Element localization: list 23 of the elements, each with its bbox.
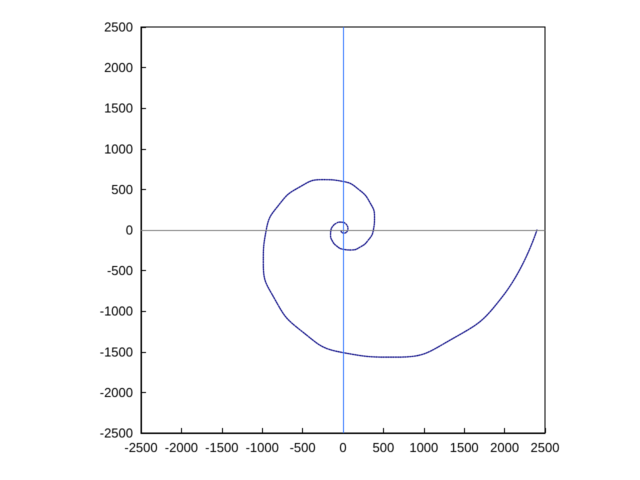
y-tick-label: -2000: [100, 384, 133, 400]
y-tick-label: 2000: [104, 60, 133, 76]
line-series: [262, 179, 538, 358]
y-tick-label: 2500: [104, 20, 133, 34]
x-tick-label: 1500: [450, 440, 479, 455]
y-tick-label: 1500: [104, 100, 133, 116]
x-tick-label: 0: [339, 440, 347, 455]
y-tick-label: -1000: [100, 304, 133, 319]
x-tick-label: -2500: [124, 440, 158, 455]
x-tick-label: -500: [290, 440, 316, 455]
x-tick-label: -2000: [164, 440, 198, 455]
x-tick-label: 2000: [490, 440, 520, 455]
x-tick-label: -1000: [246, 440, 279, 455]
x-tick-label: -1500: [205, 440, 238, 455]
x-tick-label: 500: [372, 440, 394, 455]
y-tick-label: -2500: [100, 426, 133, 440]
y-tick-label: -1500: [100, 344, 133, 360]
x-tick-label: 1000: [409, 440, 438, 455]
y-tick-label: 1000: [104, 141, 133, 156]
y-tick-label: -500: [106, 263, 133, 278]
y-tick-label: 500: [111, 182, 133, 197]
x-tick-label: 2500: [530, 440, 560, 455]
y-tick-label: 0: [126, 222, 133, 238]
